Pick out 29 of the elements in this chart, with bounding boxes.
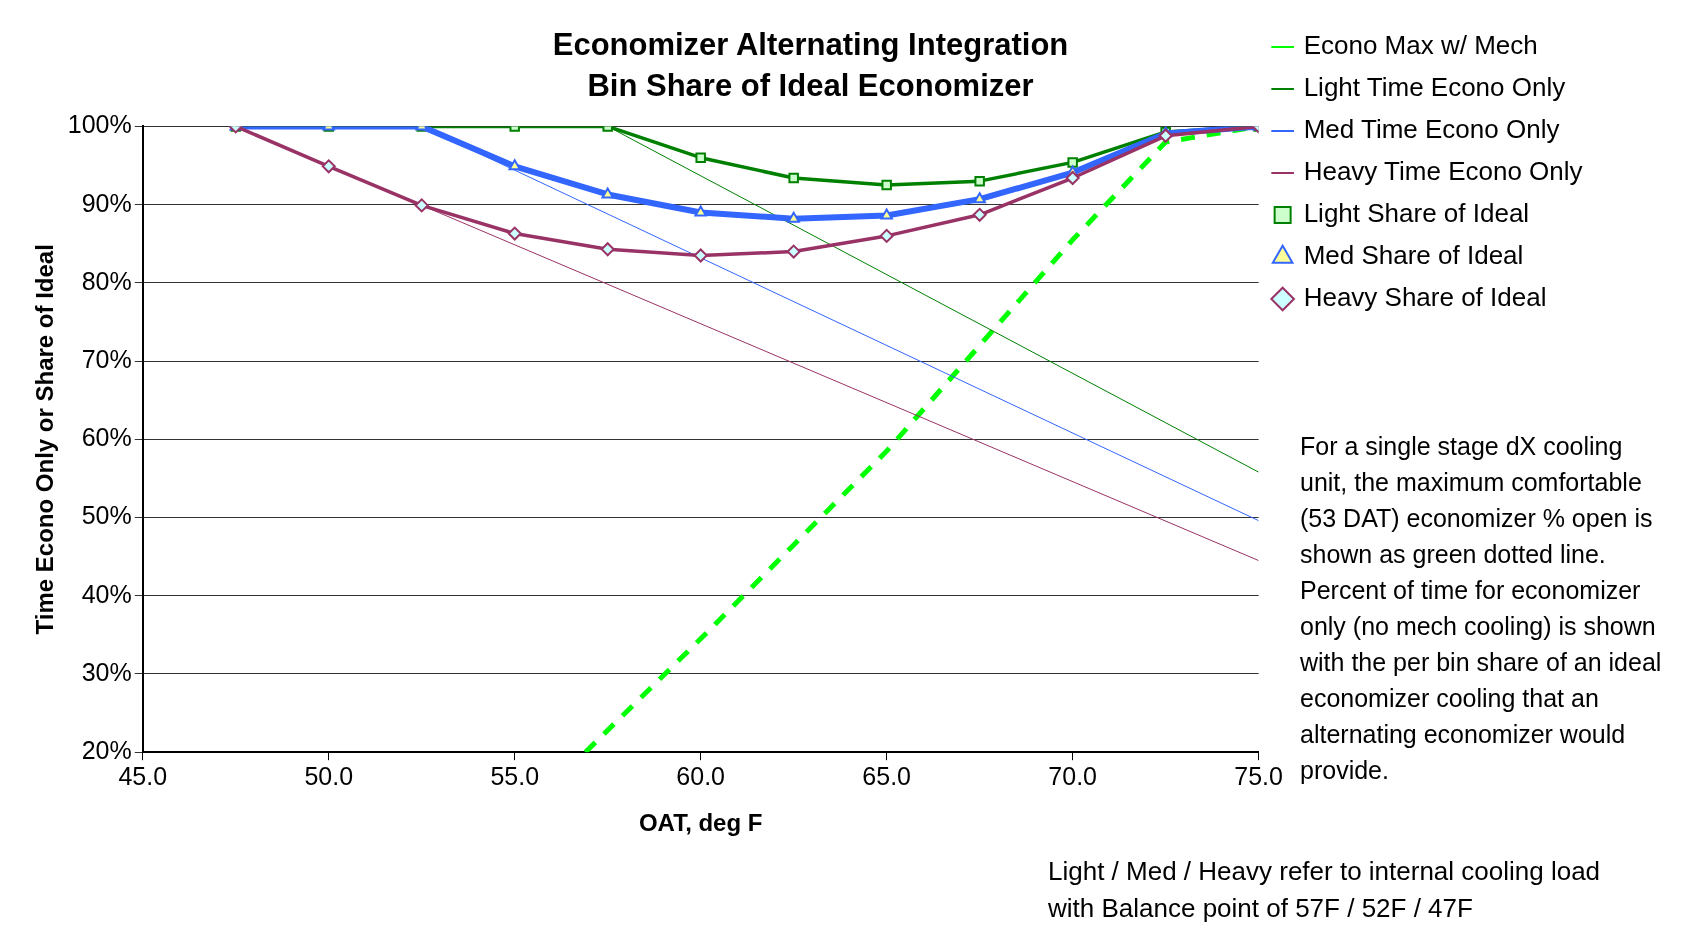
chart-title: Economizer Alternating Integration <box>552 27 1069 63</box>
legend-label: Light Time Econo Only <box>1303 72 1566 103</box>
y-tick-label: 80% <box>81 266 132 295</box>
legend-label: Med Time Econo Only <box>1303 114 1560 145</box>
x-tick-label: 55.0 <box>490 762 540 791</box>
y-tick-label: 30% <box>81 657 132 686</box>
y-tick-label: 20% <box>81 736 132 765</box>
chart-subtitle: Bin Share of Ideal Economizer <box>587 68 1034 104</box>
legend-label: Light Share of Ideal <box>1303 198 1530 229</box>
y-tick-label: 60% <box>81 423 132 452</box>
x-tick-label: 60.0 <box>676 762 726 791</box>
x-tick-label: 65.0 <box>862 762 912 791</box>
legend-label: Heavy Share of Ideal <box>1303 282 1547 313</box>
x-tick-label: 75.0 <box>1234 762 1283 791</box>
x-tick-label: 45.0 <box>118 762 168 791</box>
legend-label: Heavy Time Econo Only <box>1303 156 1583 187</box>
legend-label: Econo Max w/ Mech <box>1303 30 1538 61</box>
legend-label: Med Share of Ideal <box>1303 240 1524 271</box>
text: Light / Med / Heavy refer to internal cooling load with Balance point of 57F / 52F / 47F <box>1048 855 1602 925</box>
y-axis-title: Time Econo Only or Share of Ideal <box>31 244 59 635</box>
text: For a single stage dX cooling unit, the maximum comfortable (53 DAT) economizer % open is shown as green dotted line. Percent of time for economizer only (no mech cooling) is shown with the per bin share of an ideal economizer cooling that an alternating economizer would provide. <box>1300 432 1662 784</box>
y-tick-label: 70% <box>81 344 132 373</box>
y-tick-label: 100% <box>67 110 132 139</box>
x-axis-title: OAT, deg F <box>638 809 763 837</box>
y-tick-label: 50% <box>81 501 132 530</box>
x-tick-label: 50.0 <box>304 762 354 791</box>
x-tick-label: 70.0 <box>1048 762 1097 791</box>
y-tick-label: 40% <box>81 579 132 608</box>
y-tick-label: 90% <box>81 188 132 217</box>
